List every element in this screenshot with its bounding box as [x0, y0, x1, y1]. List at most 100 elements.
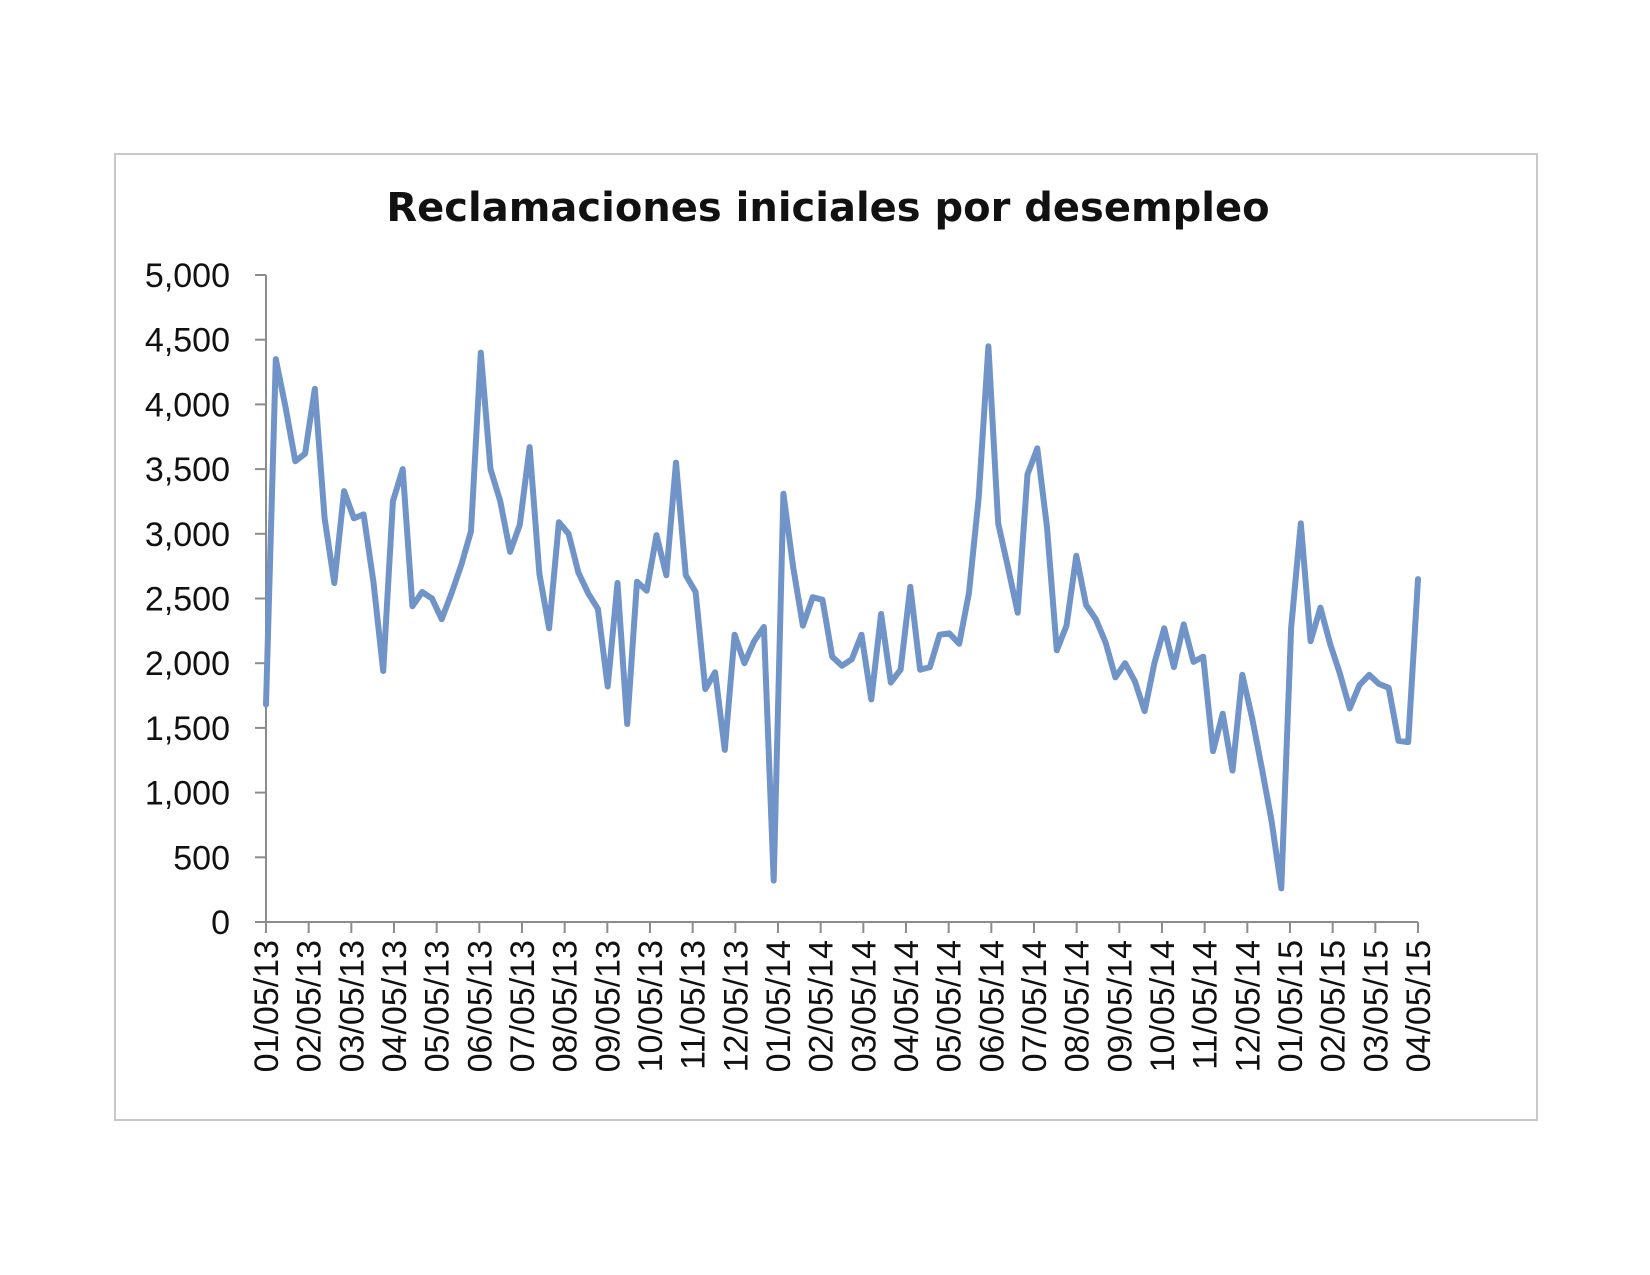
series-group: [263, 343, 1421, 892]
data-point: [968, 592, 970, 594]
data-point: [919, 669, 921, 671]
x-tick-label: 05/05/13: [419, 940, 457, 1072]
y-tick-label: 0: [211, 904, 230, 942]
x-tick-label: 04/05/13: [376, 940, 414, 1072]
y-tick-label: 5,000: [145, 257, 230, 295]
y-tick-label: 4,500: [145, 322, 230, 360]
x-tick-label: 02/05/13: [291, 940, 329, 1072]
data-point: [929, 666, 931, 668]
data-point: [890, 682, 892, 684]
data-point: [987, 345, 989, 347]
data-point: [1241, 674, 1243, 676]
data-point: [1027, 473, 1028, 475]
data-point: [851, 658, 853, 660]
data-point: [1095, 618, 1097, 620]
y-tick-label: 2,500: [145, 581, 230, 619]
x-tick-label: 04/05/15: [1400, 940, 1438, 1072]
data-point: [1036, 447, 1038, 449]
data-point: [1329, 643, 1331, 645]
data-point: [870, 698, 872, 700]
data-point: [480, 352, 482, 354]
data-point: [1310, 640, 1312, 642]
data-point: [1085, 604, 1087, 606]
data-point: [499, 500, 501, 502]
data-point: [1007, 566, 1009, 568]
data-point: [265, 704, 267, 706]
x-tick-label: 01/05/15: [1272, 940, 1310, 1072]
x-tick-label: 03/05/13: [333, 940, 371, 1072]
data-point: [1417, 578, 1419, 580]
data-point: [1398, 740, 1399, 742]
y-tick-label: 1,000: [145, 775, 230, 813]
data-point: [529, 446, 531, 448]
data-point: [1202, 656, 1204, 658]
data-point: [402, 468, 404, 470]
x-tick-label: 04/05/14: [888, 940, 926, 1072]
y-tick-label: 2,000: [145, 645, 230, 683]
data-point: [636, 581, 638, 583]
data-point: [880, 613, 882, 615]
data-point: [441, 618, 443, 620]
data-point: [587, 592, 589, 594]
data-point: [568, 533, 570, 535]
data-point: [1251, 717, 1253, 718]
data-point: [421, 591, 423, 593]
data-point: [909, 586, 911, 588]
data-point: [1144, 710, 1146, 712]
data-point: [656, 534, 657, 536]
data-point: [353, 517, 355, 519]
x-tick-label: 07/05/13: [504, 940, 542, 1072]
data-point: [646, 590, 648, 592]
x-tick-label: 01/05/13: [248, 940, 286, 1072]
data-point: [411, 605, 413, 607]
data-point: [812, 596, 814, 598]
x-tick-label: 03/05/14: [845, 940, 883, 1072]
x-tick-label: 08/05/13: [547, 940, 585, 1072]
data-point: [509, 551, 511, 553]
data-point: [1056, 649, 1058, 651]
data-point: [773, 880, 775, 882]
data-point: [948, 632, 950, 634]
data-point: [304, 453, 306, 455]
data-point: [724, 749, 726, 751]
series-line: [263, 343, 1421, 892]
data-point: [372, 581, 374, 583]
y-tick-label: 4,000: [145, 386, 230, 424]
data-point: [734, 634, 736, 636]
data-point: [460, 564, 462, 566]
x-tick-label: 03/05/15: [1357, 940, 1395, 1072]
x-tick-label: 10/05/14: [1144, 940, 1182, 1072]
x-tick-label: 09/05/13: [589, 940, 627, 1072]
data-point: [1105, 642, 1107, 643]
data-point: [1339, 673, 1341, 675]
data-point: [939, 634, 941, 636]
data-point: [1319, 607, 1321, 609]
data-point: [1114, 676, 1116, 678]
data-point: [314, 388, 316, 390]
data-point: [1407, 741, 1409, 743]
x-tick-label: 12/05/14: [1229, 940, 1267, 1072]
data-point: [617, 582, 618, 584]
data-point: [743, 662, 745, 664]
data-point: [333, 582, 335, 584]
data-point: [607, 686, 609, 687]
data-point: [685, 574, 687, 576]
x-tick-label: 06/05/14: [973, 940, 1011, 1072]
data-point: [597, 608, 599, 610]
data-point: [451, 592, 452, 594]
x-tick-label: 11/05/14: [1187, 940, 1225, 1070]
data-point: [675, 462, 677, 464]
data-point: [1368, 674, 1370, 676]
x-tick-label: 12/05/13: [717, 940, 755, 1072]
x-tick-label: 08/05/14: [1059, 940, 1097, 1072]
data-point: [1183, 623, 1185, 625]
data-point: [343, 490, 345, 492]
data-point: [958, 643, 960, 645]
data-point: [997, 522, 999, 524]
data-point: [519, 524, 521, 526]
data-point: [861, 634, 862, 636]
data-point: [900, 669, 902, 671]
data-point: [577, 572, 579, 574]
data-point: [285, 406, 286, 408]
